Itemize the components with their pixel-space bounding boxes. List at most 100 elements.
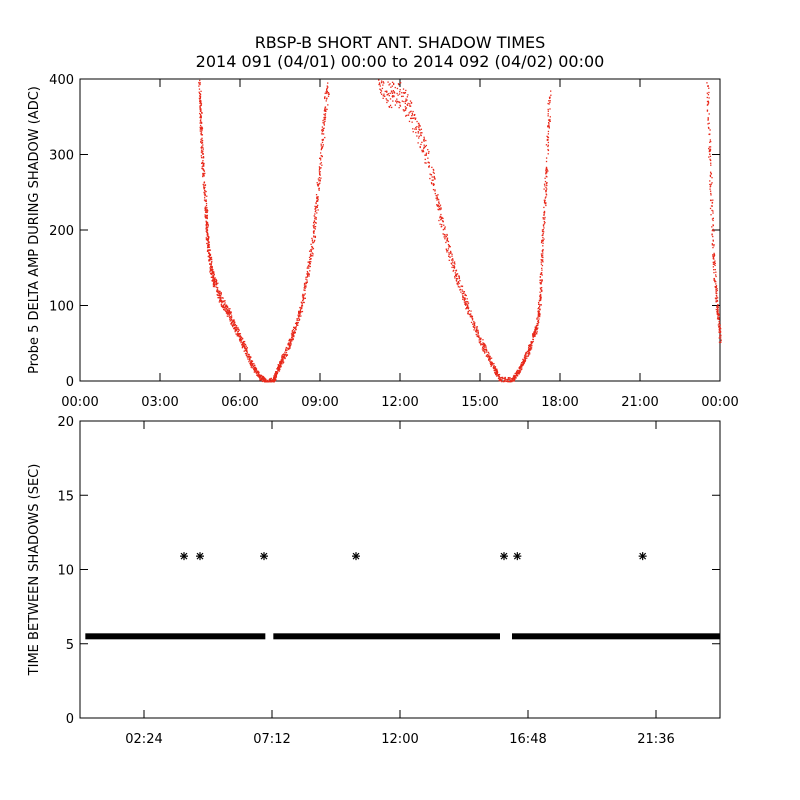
data-point bbox=[285, 355, 287, 357]
data-point bbox=[483, 350, 485, 353]
data-point bbox=[475, 333, 477, 336]
data-point bbox=[243, 340, 245, 343]
data-point bbox=[528, 351, 531, 353]
data-point bbox=[206, 250, 209, 253]
data-point bbox=[538, 321, 540, 324]
data-point bbox=[487, 359, 490, 361]
data-point bbox=[431, 182, 433, 185]
data-point bbox=[508, 378, 510, 380]
data-point bbox=[314, 208, 316, 210]
data-point bbox=[315, 216, 317, 219]
data-point bbox=[423, 144, 425, 146]
data-point bbox=[425, 152, 428, 154]
data-point bbox=[490, 365, 492, 367]
data-point bbox=[546, 167, 548, 169]
data-point bbox=[530, 346, 533, 348]
data-point bbox=[400, 82, 402, 84]
data-point bbox=[274, 379, 277, 382]
data-point bbox=[463, 301, 466, 303]
data-point bbox=[301, 295, 304, 297]
data-point bbox=[411, 121, 413, 123]
data-point bbox=[547, 113, 549, 115]
data-point bbox=[545, 196, 547, 198]
data-point bbox=[530, 342, 532, 344]
data-point bbox=[505, 380, 508, 382]
data-point bbox=[398, 107, 400, 109]
data-point bbox=[216, 294, 218, 296]
data-point bbox=[539, 309, 541, 311]
data-point bbox=[279, 363, 282, 365]
data-point bbox=[382, 84, 384, 86]
data-point bbox=[638, 552, 647, 561]
data-point bbox=[380, 90, 383, 92]
data-point bbox=[307, 261, 309, 263]
data-point bbox=[414, 118, 417, 120]
data-point bbox=[199, 108, 201, 111]
data-point bbox=[310, 243, 312, 246]
data-point bbox=[257, 375, 259, 377]
data-point bbox=[462, 298, 464, 300]
data-point bbox=[218, 291, 220, 293]
data-point bbox=[284, 357, 286, 360]
data-point bbox=[321, 164, 323, 166]
data-point bbox=[396, 102, 398, 104]
data-point bbox=[717, 309, 719, 312]
data-point bbox=[389, 83, 391, 85]
data-point bbox=[207, 236, 210, 238]
data-point bbox=[320, 147, 323, 150]
data-point bbox=[451, 253, 453, 255]
data-point bbox=[308, 273, 310, 275]
data-point bbox=[548, 125, 550, 128]
data-point bbox=[206, 207, 208, 209]
data-point bbox=[483, 344, 485, 347]
data-point bbox=[232, 320, 234, 323]
data-point bbox=[544, 199, 546, 202]
data-point bbox=[492, 367, 495, 369]
asterisk-stroke bbox=[639, 552, 647, 560]
data-point bbox=[393, 95, 395, 98]
bottom-data-points bbox=[85, 552, 720, 640]
data-point bbox=[528, 346, 530, 348]
data-point bbox=[303, 297, 305, 299]
data-point bbox=[440, 216, 442, 218]
data-point bbox=[532, 333, 534, 335]
data-point bbox=[275, 374, 277, 377]
data-point bbox=[707, 126, 710, 129]
data-point bbox=[407, 114, 409, 116]
data-point bbox=[498, 379, 500, 382]
data-point bbox=[453, 267, 456, 269]
data-point bbox=[260, 374, 263, 377]
bottom-x-tick-label: 07:12 bbox=[253, 732, 290, 747]
data-point bbox=[423, 147, 425, 150]
data-point bbox=[228, 310, 231, 313]
data-point bbox=[392, 83, 395, 86]
data-point bbox=[467, 313, 470, 315]
data-point bbox=[456, 278, 459, 280]
data-point bbox=[326, 85, 328, 87]
data-point bbox=[514, 376, 516, 379]
data-point bbox=[418, 122, 420, 125]
data-point bbox=[211, 267, 213, 269]
data-point bbox=[307, 264, 310, 266]
data-point bbox=[408, 112, 410, 114]
data-point bbox=[209, 254, 212, 256]
data-point bbox=[441, 217, 443, 220]
data-point bbox=[486, 351, 488, 353]
data-point bbox=[309, 261, 311, 263]
data-point bbox=[258, 371, 260, 373]
data-point bbox=[484, 351, 486, 353]
data-point bbox=[244, 349, 246, 352]
data-point bbox=[313, 235, 315, 237]
data-point bbox=[262, 376, 265, 378]
data-point bbox=[711, 218, 714, 220]
data-point bbox=[229, 318, 231, 320]
data-point bbox=[280, 359, 283, 361]
data-point bbox=[274, 376, 276, 379]
data-point bbox=[465, 300, 467, 303]
data-point bbox=[248, 355, 250, 357]
data-point bbox=[523, 360, 526, 362]
data-point bbox=[439, 217, 441, 219]
data-point bbox=[425, 153, 427, 155]
data-point bbox=[718, 329, 721, 332]
data-point bbox=[302, 301, 305, 304]
